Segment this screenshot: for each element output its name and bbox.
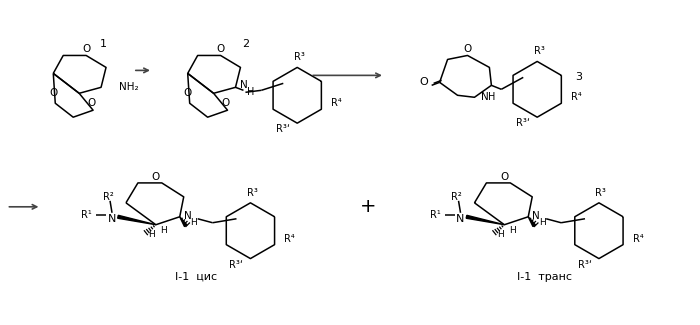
- Text: N: N: [532, 211, 540, 221]
- Text: R⁴: R⁴: [571, 92, 582, 102]
- Text: O: O: [49, 88, 57, 98]
- Polygon shape: [528, 217, 536, 227]
- Text: R¹: R¹: [81, 210, 92, 220]
- Text: H: H: [148, 230, 155, 239]
- Text: O: O: [82, 45, 90, 55]
- Text: R³‘: R³‘: [276, 124, 290, 134]
- Text: O: O: [500, 172, 508, 182]
- Text: O: O: [419, 77, 428, 87]
- Polygon shape: [180, 217, 187, 227]
- Text: NH₂: NH₂: [119, 82, 139, 92]
- Text: N: N: [184, 211, 192, 221]
- Text: H: H: [247, 87, 255, 97]
- Text: O: O: [87, 98, 95, 108]
- Text: N: N: [456, 214, 465, 224]
- Text: H: H: [160, 226, 167, 235]
- Text: R³‘: R³‘: [578, 260, 592, 269]
- Text: O: O: [216, 45, 225, 55]
- Text: R³: R³: [294, 52, 304, 62]
- Text: O: O: [183, 88, 192, 98]
- Text: +: +: [360, 197, 376, 216]
- Text: H: H: [539, 218, 545, 227]
- Text: N: N: [108, 214, 116, 224]
- Text: H: H: [488, 92, 495, 102]
- Text: O: O: [152, 172, 160, 182]
- Text: 3: 3: [575, 72, 582, 82]
- Text: O: O: [221, 98, 230, 108]
- Text: N: N: [480, 92, 489, 102]
- Text: R¹: R¹: [430, 210, 440, 220]
- Polygon shape: [466, 215, 504, 225]
- Text: R³‘: R³‘: [517, 118, 531, 128]
- Text: I-1  цис: I-1 цис: [174, 271, 217, 281]
- Text: R³: R³: [596, 188, 606, 198]
- Text: 1: 1: [99, 38, 106, 48]
- Text: R³: R³: [247, 188, 258, 198]
- Text: 2: 2: [242, 38, 249, 48]
- Text: R³‘: R³‘: [230, 260, 244, 269]
- Text: H: H: [190, 218, 197, 227]
- Text: R²: R²: [452, 192, 462, 202]
- Polygon shape: [118, 215, 156, 225]
- Text: R²: R²: [103, 192, 113, 202]
- Text: R⁴: R⁴: [284, 234, 295, 244]
- Text: R⁴: R⁴: [633, 234, 643, 244]
- Text: R⁴: R⁴: [331, 98, 342, 108]
- Text: N: N: [239, 80, 247, 90]
- Text: R³: R³: [534, 46, 545, 57]
- Text: H: H: [497, 230, 504, 239]
- Text: O: O: [463, 45, 472, 55]
- Text: H: H: [509, 226, 516, 235]
- Text: I-1  транс: I-1 транс: [517, 271, 572, 281]
